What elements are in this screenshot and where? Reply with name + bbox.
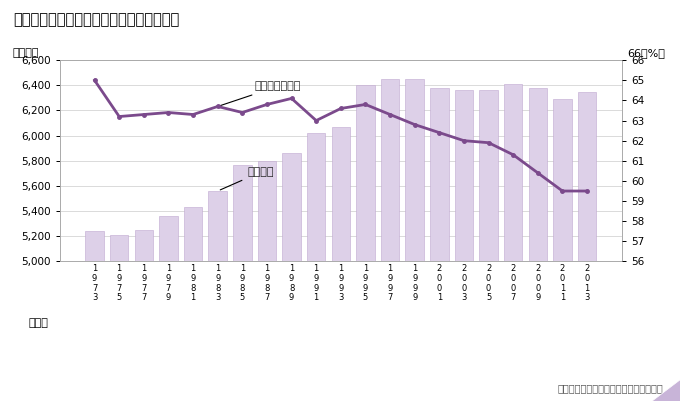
- Text: （年）: （年）: [29, 318, 49, 328]
- Bar: [528, 88, 547, 401]
- Bar: [554, 99, 572, 401]
- Bar: [258, 161, 276, 401]
- Text: （万人）: （万人）: [12, 48, 39, 58]
- Bar: [159, 216, 177, 401]
- Text: 雇用者数: 雇用者数: [220, 167, 274, 190]
- Bar: [578, 91, 596, 401]
- Bar: [381, 79, 399, 401]
- Bar: [332, 127, 350, 401]
- Text: 66（%）: 66（%）: [628, 48, 665, 58]
- Bar: [405, 79, 424, 401]
- Bar: [307, 133, 326, 401]
- Text: 労働力人口比率: 労働力人口比率: [220, 81, 301, 105]
- Bar: [455, 90, 473, 401]
- Bar: [282, 153, 301, 401]
- Bar: [233, 164, 252, 401]
- Bar: [184, 207, 203, 401]
- Bar: [356, 85, 375, 401]
- Bar: [209, 191, 227, 401]
- Bar: [110, 235, 129, 401]
- Text: 【図１】雇用者数の増減と労働力率の推移: 【図１】雇用者数の増減と労働力率の推移: [14, 12, 180, 27]
- Bar: [430, 88, 449, 401]
- Bar: [504, 84, 522, 401]
- Text: 出所：総務省統計局『労働力調査年報』: 出所：総務省統計局『労働力調査年報』: [557, 383, 663, 393]
- Bar: [86, 231, 104, 401]
- Bar: [479, 90, 498, 401]
- Bar: [135, 230, 153, 401]
